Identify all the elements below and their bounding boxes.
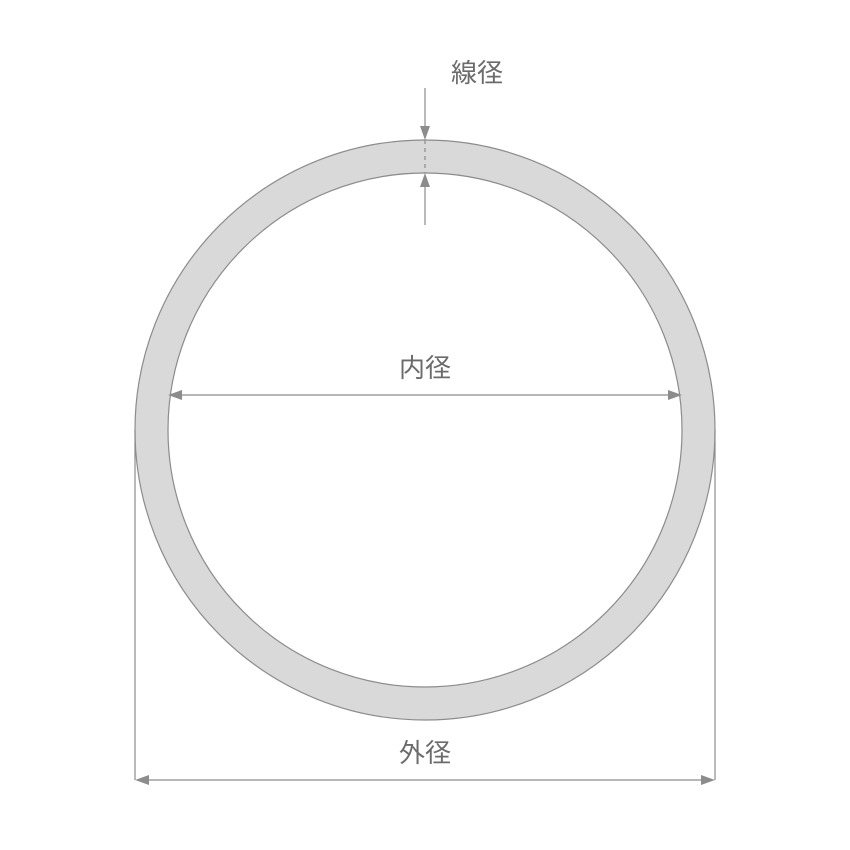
outer-diameter-label: 外径	[399, 733, 451, 770]
inner-diameter-label: 内径	[399, 348, 451, 385]
wire-diameter-label: 線径	[451, 53, 503, 90]
